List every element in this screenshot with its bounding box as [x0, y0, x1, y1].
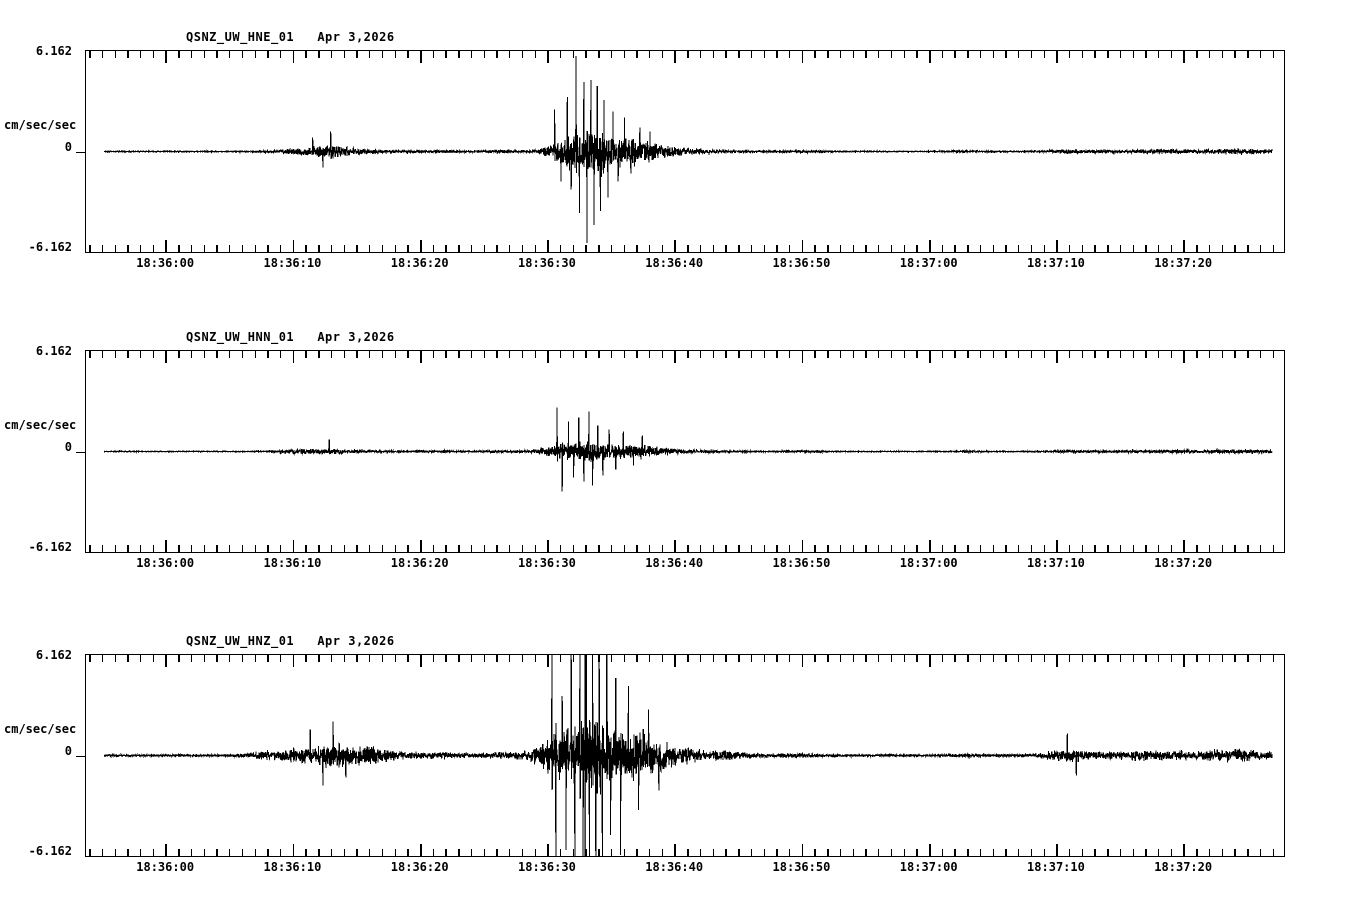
x-tick-label: 18:37:10: [1027, 556, 1085, 570]
x-tick-label: 18:36:50: [772, 556, 831, 570]
waveform-trace: [104, 407, 1273, 492]
y-tick-zero-hnn: 0: [64, 440, 72, 454]
waveform-trace: [103, 654, 1273, 857]
x-tick-label: 18:36:20: [390, 256, 449, 270]
seismogram-panel-hne: QSNZ_UW_HNE_01 Apr 3,2026 cm/sec/sec 6.1…: [0, 0, 1358, 300]
waveform-hnn: [104, 407, 1273, 492]
x-tick-label: 18:36:30: [518, 256, 576, 270]
x-tick-label: 18:36:50: [772, 860, 831, 874]
panel-title-hnz: QSNZ_UW_HNZ_01 Apr 3,2026: [186, 634, 395, 648]
x-tick-label: 18:36:10: [263, 556, 322, 570]
y-axis-units-label-hne: cm/sec/sec: [4, 118, 77, 132]
x-tick-label: 18:36:40: [645, 556, 704, 570]
y-tick-max-hne: 6.162: [35, 44, 72, 58]
x-tick-label: 18:36:00: [136, 256, 195, 270]
x-tick-label: 18:36:30: [518, 556, 576, 570]
y-tick-max-hnn: 6.162: [35, 344, 72, 358]
y-tick-min-hnz: -6.162: [28, 844, 72, 858]
y-axis-units-label-hnn: cm/sec/sec: [4, 418, 77, 432]
seismogram-panel-hnn: QSNZ_UW_HNN_01 Apr 3,2026 cm/sec/sec 6.1…: [0, 300, 1358, 600]
y-axis-units-label-hnz: cm/sec/sec: [4, 722, 77, 736]
y-tick-min-hne: -6.162: [28, 240, 72, 254]
waveform-hne: [103, 56, 1273, 244]
waveform-hnz: [103, 654, 1273, 857]
panel-title-hne: QSNZ_UW_HNE_01 Apr 3,2026: [186, 30, 395, 44]
x-tick-label: 18:36:00: [136, 556, 195, 570]
seismogram-panel-hnz: QSNZ_UW_HNZ_01 Apr 3,2026 cm/sec/sec 6.1…: [0, 604, 1358, 904]
x-tick-label: 18:36:40: [645, 256, 704, 270]
x-tick-label: 18:36:00: [136, 860, 195, 874]
y-tick-zero-hne: 0: [64, 140, 72, 154]
waveform-trace: [103, 56, 1273, 244]
x-tick-label: 18:37:10: [1027, 256, 1085, 270]
panel-title-hnn: QSNZ_UW_HNN_01 Apr 3,2026: [186, 330, 395, 344]
x-tick-label: 18:36:10: [263, 256, 322, 270]
x-tick-label: 18:37:20: [1154, 256, 1213, 270]
x-tick-label: 18:37:20: [1154, 860, 1213, 874]
x-axis-labels-hne: 18:36:00 18:36:10 18:36:20 18:36:30 18:36:40…: [0, 256, 1358, 278]
x-tick-label: 18:36:50: [772, 256, 831, 270]
x-tick-label: 18:37:00: [899, 860, 958, 874]
x-tick-label: 18:36:40: [645, 860, 704, 874]
y-tick-min-hnn: -6.162: [28, 540, 72, 554]
x-tick-label: 18:36:20: [390, 556, 449, 570]
x-tick-label: 18:37:00: [899, 256, 958, 270]
y-tick-zero-hnz: 0: [64, 744, 72, 758]
x-tick-label: 18:36:30: [518, 860, 576, 874]
y-tick-max-hnz: 6.162: [35, 648, 72, 662]
x-axis-labels-hnn: 18:36:00 18:36:10 18:36:20 18:36:30 18:36:40…: [0, 556, 1358, 578]
x-tick-label: 18:36:10: [263, 860, 322, 874]
x-tick-label: 18:36:20: [390, 860, 449, 874]
x-tick-label: 18:37:10: [1027, 860, 1085, 874]
x-tick-label: 18:37:20: [1154, 556, 1213, 570]
x-axis-labels-hnz: 18:36:00 18:36:10 18:36:20 18:36:30 18:36:40…: [0, 860, 1358, 882]
x-tick-label: 18:37:00: [899, 556, 958, 570]
